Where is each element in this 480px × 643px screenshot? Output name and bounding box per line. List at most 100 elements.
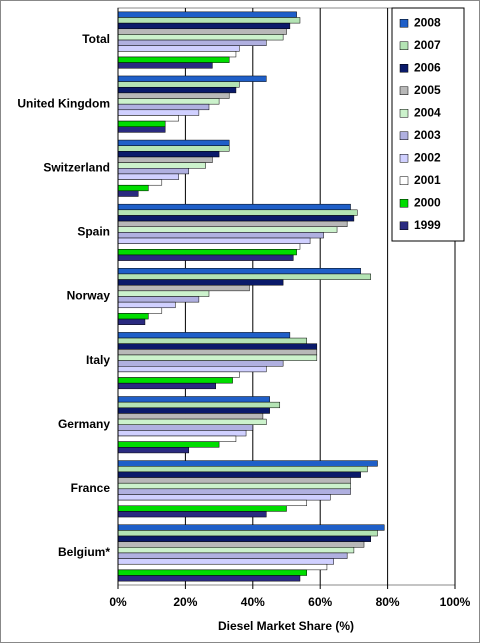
bar <box>117 190 139 197</box>
bar <box>117 249 297 256</box>
y-tick-label: Belgium* <box>58 545 110 559</box>
bar <box>117 499 307 507</box>
y-tick-label: Germany <box>58 417 110 431</box>
bar <box>117 145 230 152</box>
bar <box>117 471 361 478</box>
legend-swatch <box>399 131 409 140</box>
bar <box>117 552 348 559</box>
legend-swatch <box>399 86 409 95</box>
bar <box>117 151 220 158</box>
bar <box>117 215 355 222</box>
bar <box>117 273 371 280</box>
bar <box>117 39 267 46</box>
bar <box>117 120 166 127</box>
bar <box>117 563 328 571</box>
bar <box>117 575 301 582</box>
bar <box>117 284 250 292</box>
y-tick-label: Total <box>82 32 110 46</box>
x-tick-label: 20% <box>173 595 197 609</box>
bar <box>117 203 351 211</box>
legend-label: 2004 <box>414 105 441 119</box>
bar <box>117 318 146 325</box>
bar <box>117 360 284 367</box>
bar <box>117 466 368 473</box>
bar <box>117 541 365 548</box>
bar <box>117 162 206 169</box>
x-tick-label: 60% <box>308 595 332 609</box>
bar <box>117 226 338 233</box>
legend-swatch <box>399 221 409 230</box>
legend-label: 1999 <box>414 218 441 232</box>
bar <box>117 103 210 111</box>
bar <box>117 332 291 339</box>
legend-label: 2006 <box>414 60 441 74</box>
bar <box>117 447 190 454</box>
y-tick-label: France <box>71 481 111 495</box>
legend-swatch <box>399 154 409 163</box>
bar <box>117 22 291 30</box>
bar <box>117 482 351 490</box>
y-tick-label: Norway <box>67 289 111 303</box>
bar <box>117 569 307 576</box>
legend-label: 2002 <box>414 150 441 164</box>
bar <box>117 413 264 420</box>
legend-label: 2005 <box>414 83 441 97</box>
bar <box>117 139 230 146</box>
y-tick-label: Switzerland <box>43 160 110 174</box>
bar <box>117 505 287 512</box>
x-tick-label: 40% <box>241 595 265 609</box>
bar <box>117 401 281 409</box>
bar <box>117 371 240 378</box>
bar <box>117 11 297 18</box>
bar <box>117 424 254 431</box>
x-tick-label: 0% <box>109 595 127 609</box>
bar <box>117 115 179 122</box>
bar <box>117 301 176 309</box>
bar <box>117 290 210 297</box>
bar <box>117 156 213 163</box>
legend-swatch <box>399 64 409 73</box>
y-tick-label: Spain <box>77 225 110 239</box>
bar <box>117 535 371 542</box>
bar <box>117 173 179 180</box>
legend-label: 2003 <box>414 128 441 142</box>
bar <box>117 366 267 373</box>
bar <box>117 460 378 467</box>
bar <box>117 407 270 414</box>
bar <box>117 51 237 58</box>
bar <box>117 354 318 361</box>
bar <box>117 279 284 286</box>
bar <box>117 220 348 227</box>
bar <box>117 488 351 495</box>
x-tick-label: 100% <box>440 595 471 609</box>
bar <box>117 307 163 314</box>
bar <box>117 62 213 69</box>
bar <box>117 254 294 261</box>
bar <box>117 524 385 531</box>
bar <box>117 126 166 133</box>
x-tick-label: 80% <box>376 595 400 609</box>
bar <box>117 92 230 99</box>
bar <box>117 75 267 82</box>
bar <box>117 232 324 239</box>
bar <box>117 530 378 537</box>
bar <box>117 45 240 52</box>
bar <box>117 98 220 105</box>
bar <box>117 313 149 320</box>
bar <box>117 168 190 175</box>
x-axis-label: Diesel Market Share (%) <box>218 619 354 633</box>
bar <box>117 396 270 403</box>
bar <box>117 418 267 425</box>
bar <box>117 184 149 192</box>
bar <box>117 547 355 554</box>
bar <box>117 558 334 565</box>
bar <box>117 494 331 501</box>
bar <box>117 179 163 186</box>
bar <box>117 81 240 88</box>
bar <box>117 34 284 41</box>
bar <box>117 441 220 448</box>
legend-swatch <box>399 199 409 208</box>
bar <box>117 296 200 303</box>
legend-swatch <box>399 109 409 118</box>
